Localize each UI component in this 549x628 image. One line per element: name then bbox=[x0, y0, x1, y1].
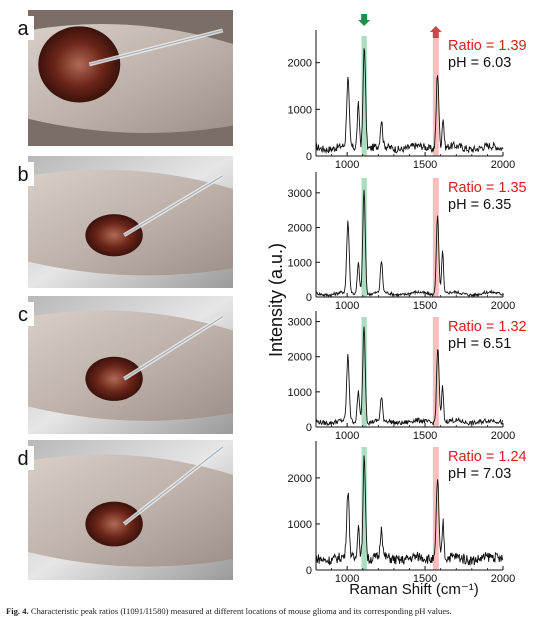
spectrum-line bbox=[315, 455, 504, 566]
y-tick-label: 1000 bbox=[288, 519, 312, 531]
y-tick-label: 0 bbox=[306, 565, 312, 577]
y-tick-label: 1000 bbox=[288, 104, 312, 116]
y-tick-label: 2000 bbox=[288, 352, 312, 364]
ph-annotation: pH = 6.51 bbox=[448, 336, 511, 352]
x-tick-label: 1500 bbox=[413, 573, 437, 585]
glioma-wound bbox=[38, 26, 121, 103]
ratio-annotation: Ratio = 1.39 bbox=[448, 38, 527, 54]
x-tick-label: 1500 bbox=[413, 159, 437, 171]
green-highlight-band bbox=[361, 178, 367, 297]
x-axis-label: Raman Shift (cm⁻¹) bbox=[349, 581, 479, 598]
y-tick-label: 0 bbox=[306, 151, 312, 163]
panel-label: b bbox=[17, 164, 28, 186]
y-tick-label: 2000 bbox=[288, 473, 312, 485]
ph-annotation: pH = 7.03 bbox=[448, 466, 511, 482]
spectrum-line bbox=[315, 326, 504, 427]
caption-figure-number: Fig. 4. bbox=[6, 606, 29, 616]
x-tick-label: 1000 bbox=[335, 573, 359, 585]
y-tick-label: 1000 bbox=[288, 387, 312, 399]
panel-label: c bbox=[18, 304, 28, 326]
x-tick-label: 2000 bbox=[491, 159, 515, 171]
panel-label-box bbox=[12, 446, 34, 470]
red-highlight-band bbox=[432, 317, 439, 427]
x-tick-label: 1000 bbox=[335, 159, 359, 171]
x-tick-label: 2000 bbox=[491, 300, 515, 312]
x-tick-label: 1000 bbox=[335, 430, 359, 442]
glioma-wound bbox=[85, 501, 143, 547]
green-highlight-band bbox=[361, 36, 367, 156]
up-arrow-icon bbox=[429, 26, 442, 38]
photo-d: d bbox=[12, 440, 233, 580]
red-highlight-band bbox=[432, 178, 439, 297]
panel-label: a bbox=[17, 18, 29, 40]
photo-b: b bbox=[12, 156, 233, 288]
photo-panels: a b c d bbox=[12, 10, 233, 580]
y-tick-label: 0 bbox=[306, 422, 312, 434]
y-tick-label: 3000 bbox=[288, 317, 312, 329]
x-tick-label: 2000 bbox=[491, 573, 515, 585]
pipette-edge bbox=[89, 29, 223, 65]
chart-panel-c: 1000 1500 2000 0 1000 2000 3000 Ratio = 1.32pH … bbox=[288, 311, 527, 442]
x-tick-label: 1000 bbox=[335, 300, 359, 312]
down-arrow-icon bbox=[358, 14, 371, 26]
ratio-annotation: Ratio = 1.24 bbox=[448, 449, 527, 465]
pipette-edge bbox=[123, 316, 224, 380]
y-tick-label: 2000 bbox=[288, 223, 312, 235]
caption-text: Characteristic peak ratios (I1091/I1580)… bbox=[30, 606, 452, 616]
ratio-annotation: Ratio = 1.32 bbox=[448, 319, 527, 335]
panel-label-box bbox=[12, 302, 34, 326]
x-tick-label: 2000 bbox=[491, 430, 515, 442]
y-tick-label: 0 bbox=[306, 292, 312, 304]
glioma-wound bbox=[85, 214, 143, 257]
photo-c: c bbox=[12, 296, 233, 434]
chart-panel-b: 1000 1500 2000 0 1000 2000 3000 Ratio = 1.35pH … bbox=[288, 172, 527, 312]
y-tick-label: 3000 bbox=[288, 188, 312, 200]
x-tick-label: 1500 bbox=[413, 430, 437, 442]
spectrum-line bbox=[315, 189, 504, 298]
pipette-edge bbox=[123, 446, 224, 525]
ph-annotation: pH = 6.35 bbox=[448, 197, 511, 213]
y-tick-label: 2000 bbox=[288, 58, 312, 70]
green-highlight-band bbox=[361, 447, 367, 570]
figure-caption: Fig. 4. Characteristic peak ratios (I109… bbox=[6, 606, 546, 616]
panel-label: d bbox=[17, 448, 28, 470]
panel-label-box bbox=[12, 16, 34, 40]
photo-a: a bbox=[12, 10, 233, 146]
spectrum-line bbox=[315, 48, 504, 155]
pipette-edge bbox=[123, 175, 224, 236]
y-axis-label: Intensity (a.u.) bbox=[266, 243, 286, 357]
ratio-annotation: Ratio = 1.35 bbox=[448, 180, 527, 196]
green-highlight-band bbox=[361, 317, 367, 427]
y-tick-label: 1000 bbox=[288, 257, 312, 269]
ph-annotation: pH = 6.03 bbox=[448, 55, 511, 71]
red-highlight-band bbox=[432, 36, 439, 156]
panel-label-box bbox=[12, 162, 34, 186]
glioma-wound bbox=[85, 356, 143, 401]
x-tick-label: 1500 bbox=[413, 300, 437, 312]
